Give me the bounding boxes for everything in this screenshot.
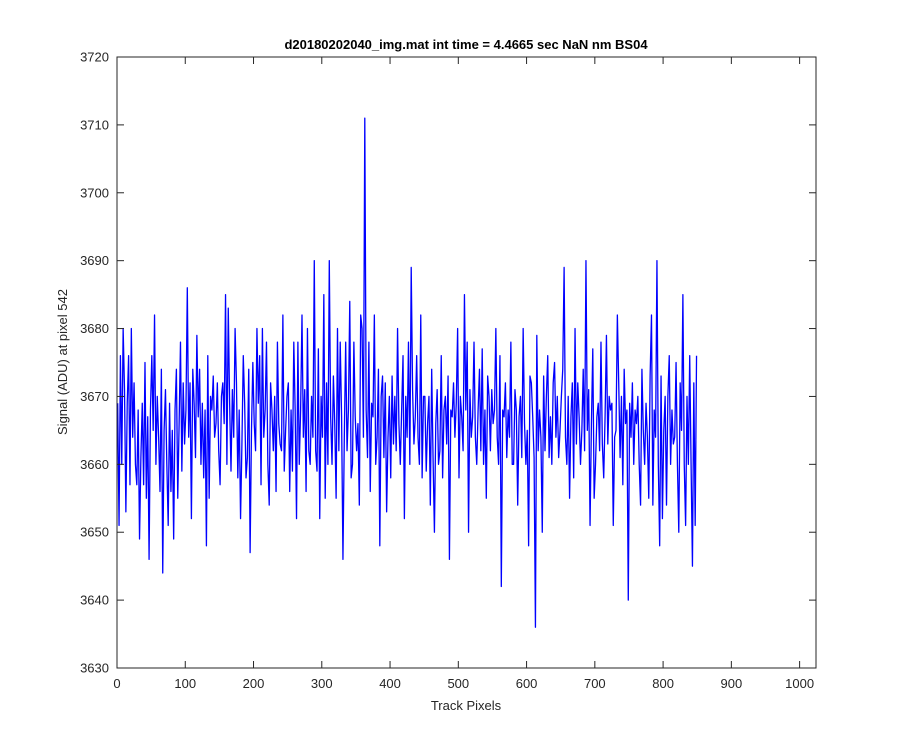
x-tick-label-300: 300 (311, 676, 333, 691)
x-tick-label-0: 0 (113, 676, 120, 691)
x-tick-label-600: 600 (516, 676, 538, 691)
y-tick-label-3650: 3650 (80, 525, 109, 540)
series-line-1 (117, 117, 698, 628)
x-axis-label: Track Pixels (431, 698, 502, 713)
x-tick-label-500: 500 (447, 676, 469, 691)
y-tick-label-3690: 3690 (80, 253, 109, 268)
x-tick-label-200: 200 (243, 676, 265, 691)
axes-box (116, 56, 817, 669)
axes-layer: 0 100 200 300 400 500 600 700 800 900 1000 3630 3640… (80, 50, 817, 691)
y-tick-label-3670: 3670 (80, 389, 109, 404)
y-axis-label: Signal (ADU) at pixel 542 (55, 289, 70, 435)
y-tick-label-3710: 3710 (80, 117, 109, 132)
series-layer (117, 117, 698, 628)
x-tick-label-700: 700 (584, 676, 606, 691)
y-tick-label-3720: 3720 (80, 50, 109, 65)
x-tick-label-100: 100 (174, 676, 196, 691)
x-tick-label-400: 400 (379, 676, 401, 691)
chart-title: d20180202040_img.mat int time = 4.4665 s… (284, 37, 648, 52)
y-tick-label-3640: 3640 (80, 593, 109, 608)
y-tick-label-3630: 3630 (80, 661, 109, 676)
y-tick-label-3700: 3700 (80, 185, 109, 200)
x-tick-label-900: 900 (721, 676, 743, 691)
x-tick-label-800: 800 (652, 676, 674, 691)
y-tick-label-3680: 3680 (80, 321, 109, 336)
x-tick-label-1000: 1000 (785, 676, 814, 691)
y-tick-label-3660: 3660 (80, 457, 109, 472)
